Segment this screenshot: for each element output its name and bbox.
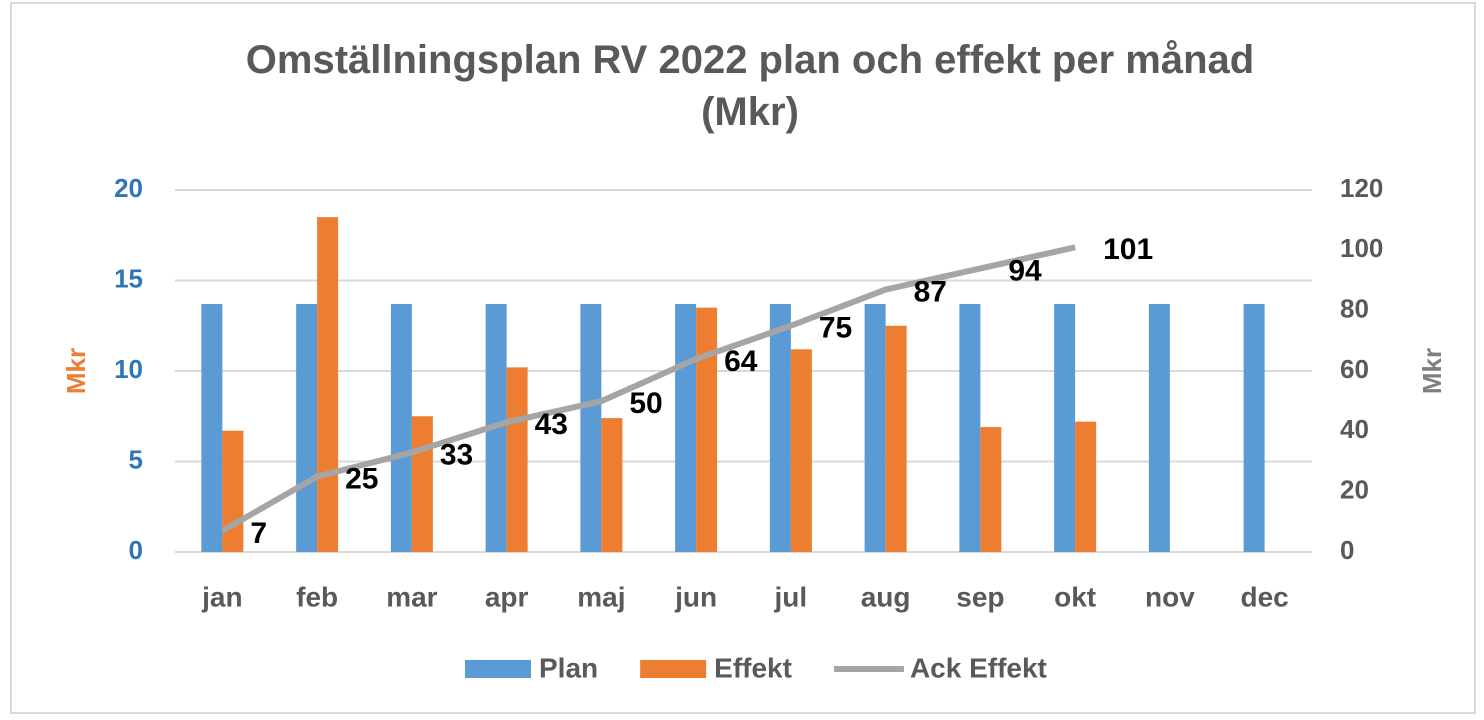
y2-axis-label: Mkr xyxy=(1417,348,1447,394)
data-label: 7 xyxy=(250,517,267,550)
bar xyxy=(296,304,318,552)
bar xyxy=(201,304,223,552)
bar xyxy=(696,307,718,552)
x-tick-label: feb xyxy=(296,581,338,612)
bar xyxy=(317,217,339,552)
bar xyxy=(980,427,1002,552)
data-label: 101 xyxy=(1103,233,1153,266)
data-label: 33 xyxy=(440,438,473,471)
bar xyxy=(580,304,602,552)
data-label: 25 xyxy=(345,463,378,496)
y2-tick-label: 100 xyxy=(1340,233,1383,263)
y2-tick-label: 120 xyxy=(1340,173,1383,203)
y2-tick-label: 40 xyxy=(1340,414,1369,444)
y-tick-label: 0 xyxy=(129,535,143,565)
y2-tick-label: 0 xyxy=(1340,535,1354,565)
y-axis-label: Mkr xyxy=(61,348,91,394)
bar xyxy=(675,304,697,552)
x-tick-label: maj xyxy=(577,581,625,612)
x-tick-label: jul xyxy=(774,581,808,612)
line xyxy=(220,244,1076,534)
data-label: 64 xyxy=(724,345,758,378)
bar xyxy=(1054,304,1076,552)
x-tick-label: aug xyxy=(861,581,911,612)
bar xyxy=(885,325,907,552)
chart-title: Omställningsplan RV 2022 plan och effekt… xyxy=(245,38,1255,134)
data-label: 94 xyxy=(1008,254,1042,287)
legend-swatch xyxy=(465,660,531,678)
legend-label: Plan xyxy=(539,652,598,683)
bar xyxy=(1243,304,1265,552)
bar xyxy=(506,367,528,552)
x-tick-label: sep xyxy=(956,581,1004,612)
legend-label: Ack Effekt xyxy=(910,652,1047,683)
x-tick-label: apr xyxy=(485,581,529,612)
y2-tick-label: 60 xyxy=(1340,354,1369,384)
legend-label: Effekt xyxy=(714,652,792,683)
legend-swatch xyxy=(640,660,707,678)
bar xyxy=(411,416,433,552)
y2-tick-label: 80 xyxy=(1340,294,1369,324)
data-label: 50 xyxy=(629,387,662,420)
bar xyxy=(601,418,623,552)
data-label: 87 xyxy=(914,275,947,308)
x-tick-label: dec xyxy=(1241,581,1289,612)
y-tick-label: 15 xyxy=(114,263,143,293)
y-tick-label: 5 xyxy=(129,444,143,474)
x-tick-label: mar xyxy=(386,581,437,612)
x-tick-label: jan xyxy=(201,581,242,612)
bar xyxy=(864,304,886,552)
data-label: 75 xyxy=(819,312,852,345)
bar xyxy=(390,304,412,552)
bar xyxy=(959,304,981,552)
bar xyxy=(769,304,791,552)
data-label: 43 xyxy=(535,408,568,441)
y-tick-label: 10 xyxy=(114,354,143,384)
x-tick-label: jun xyxy=(674,581,717,612)
y-tick-label: 20 xyxy=(114,173,143,203)
bar xyxy=(1148,304,1170,552)
bar xyxy=(1075,421,1097,552)
y2-tick-label: 20 xyxy=(1340,475,1369,505)
bar xyxy=(222,430,244,552)
chart-frame xyxy=(10,2,1476,714)
bar xyxy=(790,349,812,552)
x-tick-label: okt xyxy=(1054,581,1096,612)
x-tick-label: nov xyxy=(1145,581,1195,612)
